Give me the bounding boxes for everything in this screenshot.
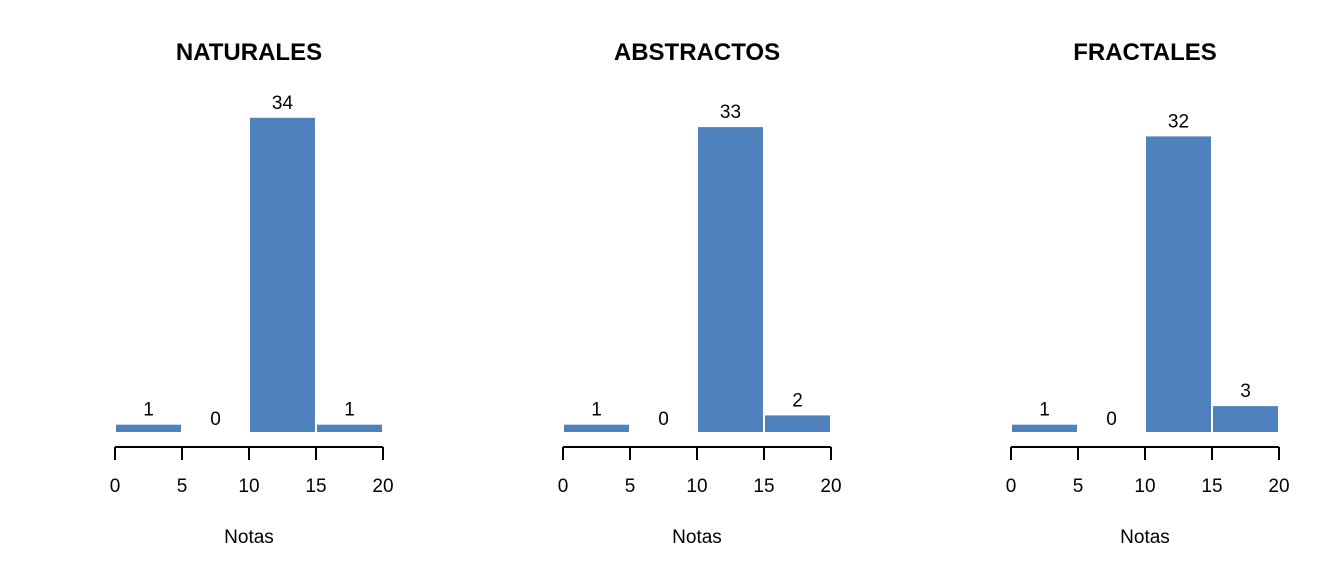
bar-value-label: 3	[1240, 381, 1251, 402]
x-tick-label: 0	[110, 476, 121, 497]
histogram-bar	[1211, 404, 1280, 435]
x-tick-label: 5	[625, 476, 636, 497]
x-tick-label: 10	[686, 476, 707, 497]
histogram-bar	[696, 125, 765, 434]
bar-value-label: 33	[720, 102, 741, 123]
histogram-bar	[1144, 134, 1213, 434]
histogram-bar	[315, 422, 384, 435]
bar-value-label: 2	[792, 390, 803, 411]
histogram-bar	[114, 422, 183, 435]
x-axis-label: Notas	[1120, 527, 1170, 548]
x-tick-label: 0	[558, 476, 569, 497]
x-tick-label: 5	[1073, 476, 1084, 497]
panel-title: ABSTRACTOS	[614, 39, 780, 66]
bar-value-label: 34	[272, 93, 294, 114]
x-tick-label: 15	[305, 476, 326, 497]
x-axis-label: Notas	[672, 527, 722, 548]
x-tick-label: 20	[820, 476, 841, 497]
x-tick-label: 20	[1268, 476, 1289, 497]
x-axis-label: Notas	[224, 527, 274, 548]
histogram-bar	[1010, 422, 1079, 435]
histogram-bar	[248, 115, 317, 435]
bar-value-label: 1	[1039, 400, 1050, 421]
bar-value-label: 0	[210, 409, 221, 430]
bar-value-label: 1	[143, 400, 154, 421]
bar-value-label: 1	[591, 400, 602, 421]
x-tick-label: 15	[753, 476, 774, 497]
x-tick-label: 10	[1134, 476, 1155, 497]
histogram-bar	[562, 422, 631, 435]
x-tick-label: 5	[177, 476, 188, 497]
bar-value-label: 0	[1106, 409, 1117, 430]
bar-value-label: 1	[344, 400, 355, 421]
bar-value-label: 32	[1168, 111, 1189, 132]
panel-title: FRACTALES	[1073, 39, 1217, 66]
x-tick-label: 20	[372, 476, 393, 497]
x-tick-label: 15	[1201, 476, 1222, 497]
bar-value-label: 0	[658, 409, 669, 430]
x-tick-label: 10	[238, 476, 259, 497]
histogram-bar	[763, 413, 832, 434]
panel-title: NATURALES	[176, 39, 322, 66]
x-tick-label: 0	[1006, 476, 1017, 497]
